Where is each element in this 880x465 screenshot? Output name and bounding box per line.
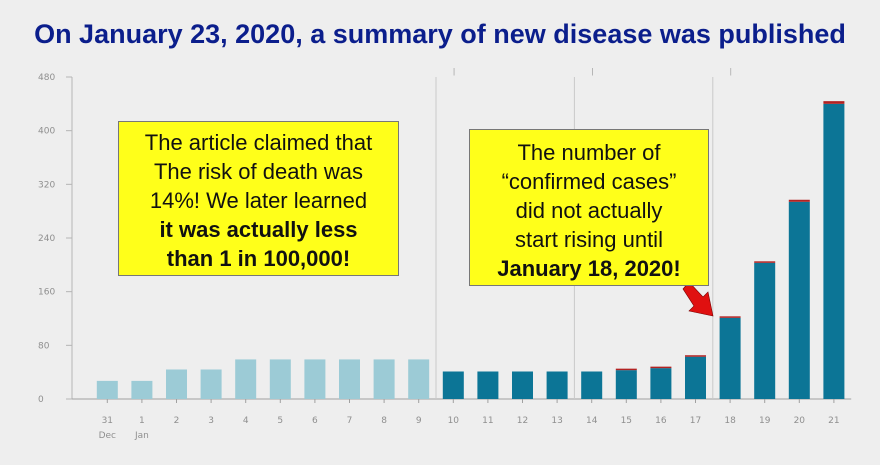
x-tick-label: 1 (139, 416, 145, 426)
y-tick-label: 0 (38, 395, 44, 405)
x-tick-label: 31 (102, 416, 113, 426)
event-marker-tick: | (453, 67, 455, 76)
bar (823, 103, 845, 399)
x-tick-label: 15 (621, 416, 632, 426)
bar (269, 359, 291, 399)
y-tick-label: 400 (38, 127, 55, 137)
chart-bars (96, 101, 845, 403)
x-tick-label: 17 (690, 416, 701, 426)
x-tick-label: 16 (655, 416, 667, 426)
callout-line: did not actually (515, 198, 663, 223)
bar (512, 371, 533, 399)
x-tick-sublabel: Jan (134, 431, 149, 441)
x-tick-sublabel: Dec (99, 431, 116, 441)
x-tick-label: 12 (517, 416, 528, 426)
bar (166, 369, 187, 399)
event-marker-tick: | (730, 67, 732, 76)
bar-cap (754, 261, 776, 263)
bar (408, 359, 430, 399)
bar (339, 359, 360, 399)
bar-cap (615, 368, 637, 371)
y-tick-label: 320 (38, 180, 55, 190)
bar (685, 356, 706, 399)
callout-confirmed-cases: The number of “confirmed cases” did not … (469, 129, 709, 286)
callout-line: The risk of death was (153, 159, 364, 184)
callout-death-risk: The article claimed that The risk of dea… (118, 121, 399, 276)
x-tick-label: 3 (208, 416, 214, 426)
x-tick-label: 9 (416, 416, 422, 426)
bar (477, 371, 499, 399)
x-tick-label: 5 (277, 416, 283, 426)
event-marker-tick: | (591, 67, 593, 76)
bar (96, 380, 118, 399)
y-tick-label: 240 (38, 234, 55, 244)
x-tick-label: 21 (828, 416, 839, 426)
callout-line: 14%! We later learned (149, 188, 368, 213)
callout-line-bold: than 1 in 100,000! (166, 246, 351, 271)
x-tick-label: 4 (243, 416, 249, 426)
callout-line: The article claimed that (144, 130, 373, 155)
y-tick-labels: 0 80 160 240 320 400 480 (38, 73, 72, 405)
callout-line: “confirmed cases” (501, 169, 677, 194)
x-tick-label: 20 (794, 416, 806, 426)
bar (200, 369, 222, 399)
callout-line-bold: January 18, 2020! (497, 256, 681, 281)
x-tick-label: 14 (586, 416, 598, 426)
bar (442, 371, 464, 399)
pointer-arrow (682, 281, 714, 317)
bar (788, 201, 810, 399)
bar-cap (685, 355, 706, 357)
bar-cap (823, 101, 845, 104)
callout-line: The number of (517, 140, 661, 165)
callout-line: start rising until (515, 227, 663, 252)
y-tick-label: 480 (38, 73, 55, 83)
page-title: On January 23, 2020, a summary of new di… (34, 19, 846, 49)
bar (650, 368, 672, 399)
y-tick-label: 80 (38, 341, 50, 351)
bar (373, 359, 395, 399)
x-tick-label: 11 (482, 416, 493, 426)
red-arrow-icon (682, 281, 714, 317)
bar (615, 370, 637, 399)
bar (131, 380, 153, 399)
bar-cap (650, 366, 672, 369)
bar (719, 317, 741, 399)
x-tick-label: 8 (381, 416, 387, 426)
x-tick-label: 18 (724, 416, 736, 426)
x-tick-label: 19 (759, 416, 771, 426)
x-tick-labels: 31 Dec 1 Jan 2 3 4 5 6 7 8 9 10 11 12 13 14 15 16 17 18 19 20 2… (99, 416, 840, 441)
bar (304, 359, 326, 399)
callout-line-bold: it was actually less (159, 217, 358, 242)
bar (546, 371, 568, 399)
bar-cap (788, 199, 810, 202)
bar (235, 359, 257, 399)
x-tick-label: 10 (448, 416, 460, 426)
x-tick-label: 13 (551, 416, 562, 426)
bar (754, 262, 776, 399)
bar-cap (719, 316, 741, 318)
x-tick-label: 7 (347, 416, 353, 426)
x-tick-label: 6 (312, 416, 318, 426)
bar (581, 371, 603, 399)
x-tick-label: 2 (174, 416, 180, 426)
y-tick-label: 160 (38, 288, 55, 298)
